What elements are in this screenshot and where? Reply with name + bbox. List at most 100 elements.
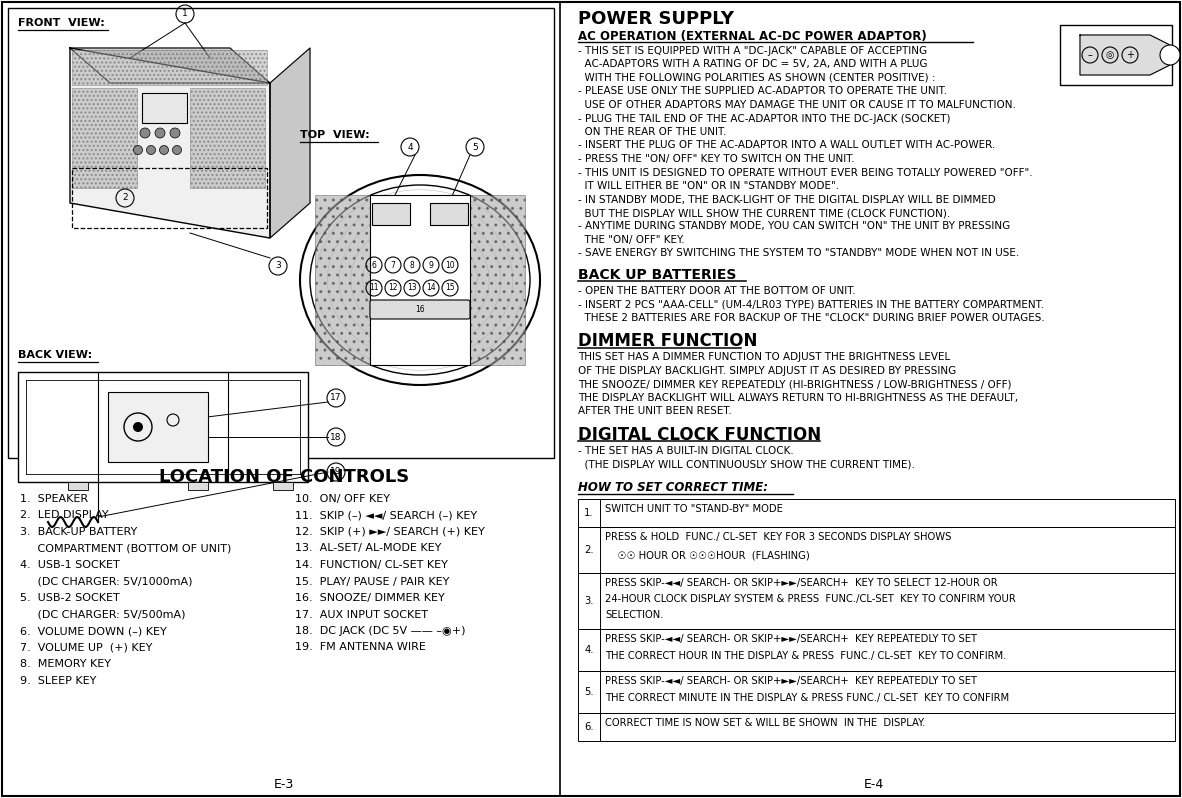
Text: - INSERT 2 PCS "AAA-CELL" (UM-4/LR03 TYPE) BATTERIES IN THE BATTERY COMPARTMENT.: - INSERT 2 PCS "AAA-CELL" (UM-4/LR03 TYP… bbox=[578, 299, 1044, 310]
Polygon shape bbox=[269, 48, 310, 238]
Text: AFTER THE UNIT BEEN RESET.: AFTER THE UNIT BEEN RESET. bbox=[578, 406, 732, 417]
Bar bbox=[578, 671, 1175, 713]
Text: SWITCH UNIT TO "STAND-BY" MODE: SWITCH UNIT TO "STAND-BY" MODE bbox=[605, 504, 782, 514]
Circle shape bbox=[173, 145, 182, 155]
Text: THE "ON/ OFF" KEY.: THE "ON/ OFF" KEY. bbox=[578, 235, 684, 245]
Bar bbox=[314, 195, 375, 365]
Bar bbox=[430, 203, 468, 225]
Text: PRESS & HOLD  FUNC./ CL-SET  KEY FOR 3 SECONDS DISPLAY SHOWS: PRESS & HOLD FUNC./ CL-SET KEY FOR 3 SEC… bbox=[605, 532, 952, 542]
Text: LOCATION OF CONTROLS: LOCATION OF CONTROLS bbox=[158, 468, 409, 486]
Text: E-3: E-3 bbox=[274, 778, 294, 791]
Text: 8: 8 bbox=[410, 260, 415, 270]
Bar bbox=[578, 629, 1175, 671]
Text: - THE SET HAS A BUILT-IN DIGITAL CLOCK.: - THE SET HAS A BUILT-IN DIGITAL CLOCK. bbox=[578, 446, 794, 456]
Circle shape bbox=[170, 128, 180, 138]
Circle shape bbox=[160, 145, 169, 155]
Text: 6.  VOLUME DOWN (–) KEY: 6. VOLUME DOWN (–) KEY bbox=[20, 626, 167, 636]
Bar bbox=[273, 482, 293, 490]
Text: 8.  MEMORY KEY: 8. MEMORY KEY bbox=[20, 659, 111, 669]
Text: BACK VIEW:: BACK VIEW: bbox=[18, 350, 92, 360]
Bar bbox=[188, 482, 208, 490]
Text: (THE DISPLAY WILL CONTINUOUSLY SHOW THE CURRENT TIME).: (THE DISPLAY WILL CONTINUOUSLY SHOW THE … bbox=[578, 460, 915, 469]
Text: - PLUG THE TAIL END OF THE AC-ADAPTOR INTO THE DC-JACK (SOCKET): - PLUG THE TAIL END OF THE AC-ADAPTOR IN… bbox=[578, 113, 950, 124]
Text: - PLEASE USE ONLY THE SUPPLIED AC-ADAPTOR TO OPERATE THE UNIT.: - PLEASE USE ONLY THE SUPPLIED AC-ADAPTO… bbox=[578, 86, 947, 97]
Text: 14.  FUNCTION/ CL-SET KEY: 14. FUNCTION/ CL-SET KEY bbox=[296, 560, 448, 570]
Text: –: – bbox=[1087, 50, 1092, 60]
Text: THIS SET HAS A DIMMER FUNCTION TO ADJUST THE BRIGHTNESS LEVEL: THIS SET HAS A DIMMER FUNCTION TO ADJUST… bbox=[578, 353, 950, 362]
Text: - ANYTIME DURING STANDBY MODE, YOU CAN SWITCH "ON" THE UNIT BY PRESSING: - ANYTIME DURING STANDBY MODE, YOU CAN S… bbox=[578, 222, 1011, 231]
Text: COMPARTMENT (BOTTOM OF UNIT): COMPARTMENT (BOTTOM OF UNIT) bbox=[20, 543, 232, 554]
Text: 2: 2 bbox=[122, 193, 128, 203]
Text: E-4: E-4 bbox=[864, 778, 884, 791]
Text: 10.  ON/ OFF KEY: 10. ON/ OFF KEY bbox=[296, 494, 390, 504]
Bar bbox=[1060, 25, 1173, 85]
Text: (DC CHARGER: 5V/1000mA): (DC CHARGER: 5V/1000mA) bbox=[20, 576, 193, 587]
Text: - THIS UNIT IS DESIGNED TO OPERATE WITHOUT EVER BEING TOTALLY POWERED "OFF".: - THIS UNIT IS DESIGNED TO OPERATE WITHO… bbox=[578, 168, 1033, 177]
Text: OF THE DISPLAY BACKLIGHT. SIMPLY ADJUST IT AS DESIRED BY PRESSING: OF THE DISPLAY BACKLIGHT. SIMPLY ADJUST … bbox=[578, 366, 956, 376]
Text: USE OF OTHER ADAPTORS MAY DAMAGE THE UNIT OR CAUSE IT TO MALFUNCTION.: USE OF OTHER ADAPTORS MAY DAMAGE THE UNI… bbox=[578, 100, 1015, 110]
Text: 6: 6 bbox=[371, 260, 376, 270]
Bar bbox=[18, 372, 309, 482]
Polygon shape bbox=[70, 48, 269, 83]
Bar bbox=[578, 499, 1175, 527]
Text: (DC CHARGER: 5V/500mA): (DC CHARGER: 5V/500mA) bbox=[20, 610, 186, 619]
Bar bbox=[72, 168, 267, 228]
Text: ◎: ◎ bbox=[1105, 50, 1115, 60]
Bar bbox=[578, 713, 1175, 741]
Text: 3.  BACK-UP BATTERY: 3. BACK-UP BATTERY bbox=[20, 527, 137, 537]
Text: AC OPERATION (EXTERNAL AC-DC POWER ADAPTOR): AC OPERATION (EXTERNAL AC-DC POWER ADAPT… bbox=[578, 30, 927, 43]
Bar bbox=[142, 93, 187, 123]
Bar bbox=[372, 203, 410, 225]
Text: THE CORRECT HOUR IN THE DISPLAY & PRESS  FUNC./ CL-SET  KEY TO CONFIRM.: THE CORRECT HOUR IN THE DISPLAY & PRESS … bbox=[605, 651, 1006, 661]
Text: HOW TO SET CORRECT TIME:: HOW TO SET CORRECT TIME: bbox=[578, 481, 768, 494]
Bar bbox=[72, 88, 137, 188]
Text: CORRECT TIME IS NOW SET & WILL BE SHOWN  IN THE  DISPLAY.: CORRECT TIME IS NOW SET & WILL BE SHOWN … bbox=[605, 718, 926, 728]
Text: 17.  AUX INPUT SOCKET: 17. AUX INPUT SOCKET bbox=[296, 610, 428, 619]
Bar bbox=[69, 482, 87, 490]
Text: 1.: 1. bbox=[584, 508, 593, 518]
Text: BACK UP BATTERIES: BACK UP BATTERIES bbox=[578, 268, 736, 282]
Text: 13: 13 bbox=[407, 283, 417, 293]
Text: - OPEN THE BATTERY DOOR AT THE BOTTOM OF UNIT.: - OPEN THE BATTERY DOOR AT THE BOTTOM OF… bbox=[578, 286, 856, 296]
Polygon shape bbox=[1080, 35, 1170, 75]
Text: 16: 16 bbox=[415, 306, 424, 314]
Text: DIGITAL CLOCK FUNCTION: DIGITAL CLOCK FUNCTION bbox=[578, 426, 821, 444]
Text: 7: 7 bbox=[390, 260, 396, 270]
Text: THESE 2 BATTERIES ARE FOR BACKUP OF THE "CLOCK" DURING BRIEF POWER OUTAGES.: THESE 2 BATTERIES ARE FOR BACKUP OF THE … bbox=[578, 313, 1045, 323]
Text: BUT THE DISPLAY WILL SHOW THE CURRENT TIME (CLOCK FUNCTION).: BUT THE DISPLAY WILL SHOW THE CURRENT TI… bbox=[578, 208, 950, 218]
Text: 4.  USB-1 SOCKET: 4. USB-1 SOCKET bbox=[20, 560, 119, 570]
Text: 16.  SNOOZE/ DIMMER KEY: 16. SNOOZE/ DIMMER KEY bbox=[296, 593, 444, 603]
Text: AC-ADAPTORS WITH A RATING OF DC = 5V, 2A, AND WITH A PLUG: AC-ADAPTORS WITH A RATING OF DC = 5V, 2A… bbox=[578, 60, 928, 69]
Text: PRESS SKIP-◄◄/ SEARCH- OR SKIP+►►/SEARCH+  KEY REPEATEDLY TO SET: PRESS SKIP-◄◄/ SEARCH- OR SKIP+►►/SEARCH… bbox=[605, 634, 978, 644]
Text: - INSERT THE PLUG OF THE AC-ADAPTOR INTO A WALL OUTLET WITH AC-POWER.: - INSERT THE PLUG OF THE AC-ADAPTOR INTO… bbox=[578, 140, 995, 151]
Text: 5.  USB-2 SOCKET: 5. USB-2 SOCKET bbox=[20, 593, 119, 603]
Text: 1.  SPEAKER: 1. SPEAKER bbox=[20, 494, 89, 504]
Text: ☉☉ HOUR OR ☉☉☉HOUR  (FLASHING): ☉☉ HOUR OR ☉☉☉HOUR (FLASHING) bbox=[605, 551, 810, 561]
Circle shape bbox=[134, 145, 143, 155]
Text: 19: 19 bbox=[330, 468, 342, 476]
Bar bbox=[190, 88, 265, 188]
Text: 15.  PLAY/ PAUSE / PAIR KEY: 15. PLAY/ PAUSE / PAIR KEY bbox=[296, 576, 449, 587]
Text: 10: 10 bbox=[446, 260, 455, 270]
Bar bbox=[578, 573, 1175, 629]
Text: 12: 12 bbox=[388, 283, 398, 293]
Text: 6.: 6. bbox=[584, 722, 593, 732]
Text: 17: 17 bbox=[330, 393, 342, 402]
Text: THE DISPLAY BACKLIGHT WILL ALWAYS RETURN TO HI-BRIGHTNESS AS THE DEFAULT,: THE DISPLAY BACKLIGHT WILL ALWAYS RETURN… bbox=[578, 393, 1018, 403]
Bar bbox=[8, 8, 554, 458]
Text: 19.  FM ANTENNA WIRE: 19. FM ANTENNA WIRE bbox=[296, 642, 426, 653]
Text: DIMMER FUNCTION: DIMMER FUNCTION bbox=[578, 333, 758, 350]
Text: 2.  LED DISPLAY: 2. LED DISPLAY bbox=[20, 511, 109, 520]
Polygon shape bbox=[70, 48, 269, 238]
Text: 24-HOUR CLOCK DISPLAY SYSTEM & PRESS  FUNC./CL-SET  KEY TO CONFIRM YOUR: 24-HOUR CLOCK DISPLAY SYSTEM & PRESS FUN… bbox=[605, 594, 1015, 604]
Text: 11: 11 bbox=[369, 283, 378, 293]
Text: IT WILL EITHER BE "ON" OR IN "STANDBY MODE".: IT WILL EITHER BE "ON" OR IN "STANDBY MO… bbox=[578, 181, 839, 191]
Circle shape bbox=[1160, 45, 1180, 65]
Circle shape bbox=[139, 128, 150, 138]
Circle shape bbox=[147, 145, 156, 155]
Text: PRESS SKIP-◄◄/ SEARCH- OR SKIP+►►/SEARCH+  KEY REPEATEDLY TO SET: PRESS SKIP-◄◄/ SEARCH- OR SKIP+►►/SEARCH… bbox=[605, 676, 978, 686]
Text: 5.: 5. bbox=[584, 687, 593, 697]
Circle shape bbox=[155, 128, 165, 138]
Text: 5: 5 bbox=[472, 143, 478, 152]
Text: 3.: 3. bbox=[584, 596, 593, 606]
